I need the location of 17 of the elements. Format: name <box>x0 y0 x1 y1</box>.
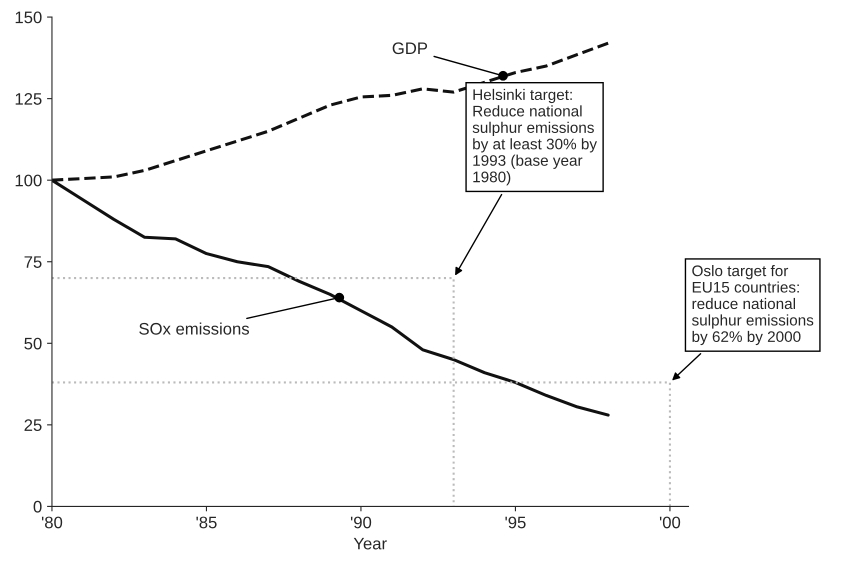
x-tick-label: '85 <box>196 516 217 528</box>
annotation: Oslo target for EU15 countries: reduce national sulphur emissions by 62% by 2000 <box>692 265 814 346</box>
y-tick-label: 0 <box>34 500 42 513</box>
y-tick-label: 25 <box>24 419 42 432</box>
x-tick-label: '00 <box>660 516 680 528</box>
y-tick-label: 150 <box>16 11 42 24</box>
annotation: SOx emissions <box>139 322 250 335</box>
annotation: Helsinki target: Reduce national sulphur emissions by at least 30% by 1993 (base year 1980) <box>472 88 597 186</box>
x-tick-label: '80 <box>42 516 62 528</box>
y-tick-label: 100 <box>16 174 42 186</box>
y-tick-label: 50 <box>24 338 42 350</box>
x-axis-title: Year <box>354 538 387 550</box>
x-tick-label: '95 <box>505 516 526 528</box>
y-tick-label: 125 <box>16 93 42 105</box>
annotation: GDP <box>392 42 428 54</box>
x-tick-label: '90 <box>350 516 372 528</box>
y-tick-label: 75 <box>24 256 42 268</box>
